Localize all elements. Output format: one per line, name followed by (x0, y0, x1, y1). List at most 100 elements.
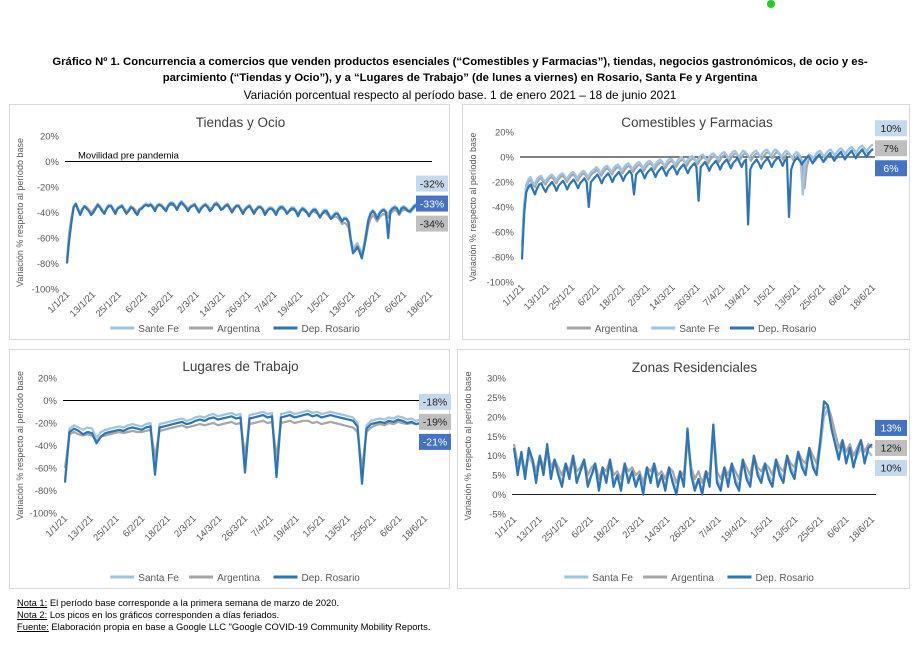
x-tick-label: 25/1/21 (91, 513, 121, 543)
chart-panel-comestibles-farmacias: Comestibles y Farmacias Variación % respe… (462, 104, 910, 340)
x-tick-label: 13/5/21 (327, 289, 357, 319)
end-value-text: -21% (423, 437, 448, 449)
y-axis-label: Variación % respecto al período base (15, 371, 25, 520)
x-tick-label: 19/4/21 (719, 514, 749, 544)
chart-svg: Comestibles y Farmacias Variación % respe… (468, 115, 907, 335)
legend-item-santa-fe: Santa Fe (564, 573, 633, 584)
end-value-text: -32% (420, 178, 445, 190)
y-tick-label: -60% (35, 464, 58, 475)
status-dot (767, 0, 775, 8)
y-tick-label: -40% (35, 441, 58, 452)
legend-label: Dep. Rosario (302, 573, 361, 584)
y-axis-label: Variación % respecto al período base (15, 138, 25, 287)
figure-subtitle: Variación porcentual respecto al período… (243, 88, 677, 102)
end-value-label: 7% (875, 140, 907, 157)
legend-label: Dep. Rosario (302, 324, 361, 335)
x-tick-label: 26/3/21 (220, 513, 250, 543)
y-tick-label: -100% (32, 285, 60, 296)
end-value-badge (416, 215, 448, 232)
legend-item-dep-rosario: Dep. Rosario (273, 573, 361, 584)
y-tick-label: -80% (35, 486, 58, 497)
legend-label: Argentina (671, 573, 714, 584)
series-line-sante-fe (65, 199, 431, 261)
y-tick-label: -40% (492, 203, 515, 214)
legend-label: Argentina (217, 324, 260, 335)
end-value-label: -32% (416, 175, 448, 192)
footnote-source: Fuente: Elaboración propia en base a Goo… (17, 621, 430, 633)
x-tick-label: 25/1/21 (547, 282, 577, 312)
end-value-text: -18% (423, 397, 448, 409)
x-tick-label: 13/1/21 (522, 282, 552, 312)
y-tick-label: 20% (38, 374, 58, 385)
y-tick-label: -60% (492, 228, 515, 239)
end-value-badge (875, 160, 907, 177)
end-value-label: 6% (875, 160, 907, 177)
legend-label: Sante Fe (138, 324, 179, 335)
x-tick-label: 13/1/21 (68, 289, 98, 319)
x-tick-label: 18/6/21 (848, 282, 878, 312)
legend-label: Sante Fe (679, 324, 720, 335)
x-tick-label: 14/3/21 (197, 289, 227, 319)
chart-panel-zonas-residenciales: Zonas Residenciales Variación % respecto … (457, 349, 910, 589)
x-tick-label: 19/4/21 (275, 289, 305, 319)
legend-label: Argentina (217, 573, 260, 584)
x-tick-label: 18/2/21 (143, 513, 173, 543)
end-value-label: -21% (419, 433, 451, 450)
y-tick-label: -20% (35, 419, 58, 430)
x-tick-label: 26/3/21 (223, 289, 253, 319)
y-tick-label: -40% (37, 208, 60, 219)
y-tick-label: -100% (30, 509, 58, 520)
figure-title-line-1: Gráfico Nº 1. Concurrencia a comercios q… (52, 56, 868, 68)
chart-panel-lugares-trabajo: Lugares de Trabajo Variación % respecto a… (9, 349, 451, 589)
x-tick-label: 13/5/21 (770, 514, 800, 544)
series-line-dep-rosario (512, 400, 873, 496)
x-tick-label: 25/1/21 (540, 514, 570, 544)
end-value-label: -19% (419, 413, 451, 430)
x-tick-label: 26/3/21 (672, 282, 702, 312)
y-tick-label: 20% (40, 132, 60, 143)
x-tick-label: 26/3/21 (668, 514, 698, 544)
legend-item-argentina: Argentina (566, 324, 638, 335)
end-value-text: 7% (883, 143, 898, 155)
x-tick-label: 18/6/21 (405, 289, 435, 319)
legend-label: Argentina (595, 324, 638, 335)
series-line-sante-fe (520, 143, 874, 248)
x-tick-label: 13/5/21 (773, 282, 803, 312)
y-tick-label: 20% (495, 128, 515, 139)
figure-title-line-2: parcimiento (“Tiendas y Ocio”), y a “Lug… (162, 72, 758, 84)
end-value-label: 10% (875, 120, 907, 137)
series-line-dep-rosario (520, 148, 874, 260)
x-tick-label: 13/5/21 (323, 513, 353, 543)
x-tick-label: 25/5/21 (796, 514, 826, 544)
x-tick-label: 13/1/21 (514, 514, 544, 544)
y-axis-label: Variación % respecto al período base (468, 133, 478, 282)
x-tick-label: 14/3/21 (194, 513, 224, 543)
end-value-label: -34% (416, 215, 448, 232)
end-value-label: 12% (875, 439, 907, 456)
y-tick-label: -5% (489, 510, 506, 521)
legend-label: Santa Fe (592, 573, 633, 584)
footnote-label: Nota 2: (17, 608, 48, 620)
x-tick-label: 19/4/21 (723, 282, 753, 312)
end-value-badge (875, 419, 907, 436)
pre-pandemic-annotation: Movilidad pre pandemia (78, 151, 180, 162)
legend-item-dep-rosario: Dep. Rosario (730, 324, 817, 335)
end-value-label: -33% (416, 195, 448, 212)
legend-item-argentina: Argentina (643, 573, 714, 584)
x-tick-label: 19/4/21 (271, 513, 301, 543)
legend-label: Dep. Rosario (756, 573, 815, 584)
end-value-text: 6% (883, 163, 898, 175)
end-value-badge (875, 439, 907, 456)
y-tick-label: -20% (37, 183, 60, 194)
x-tick-label: 18/2/21 (597, 282, 627, 312)
y-tick-label: 20% (487, 412, 507, 423)
series-line-dep-rosario (63, 412, 426, 485)
footnote-text: Los picos en los gráficos corresponden a… (47, 608, 280, 620)
chart-title: Tiendas y Ocio (196, 115, 286, 130)
legend-label: Santa Fe (138, 573, 179, 584)
chart-svg: Zonas Residenciales Variación % respecto … (463, 360, 907, 584)
end-value-text: 12% (880, 443, 901, 455)
end-value-text: 13% (880, 423, 901, 435)
end-value-badge (419, 413, 451, 430)
y-tick-label: 0% (492, 490, 506, 501)
